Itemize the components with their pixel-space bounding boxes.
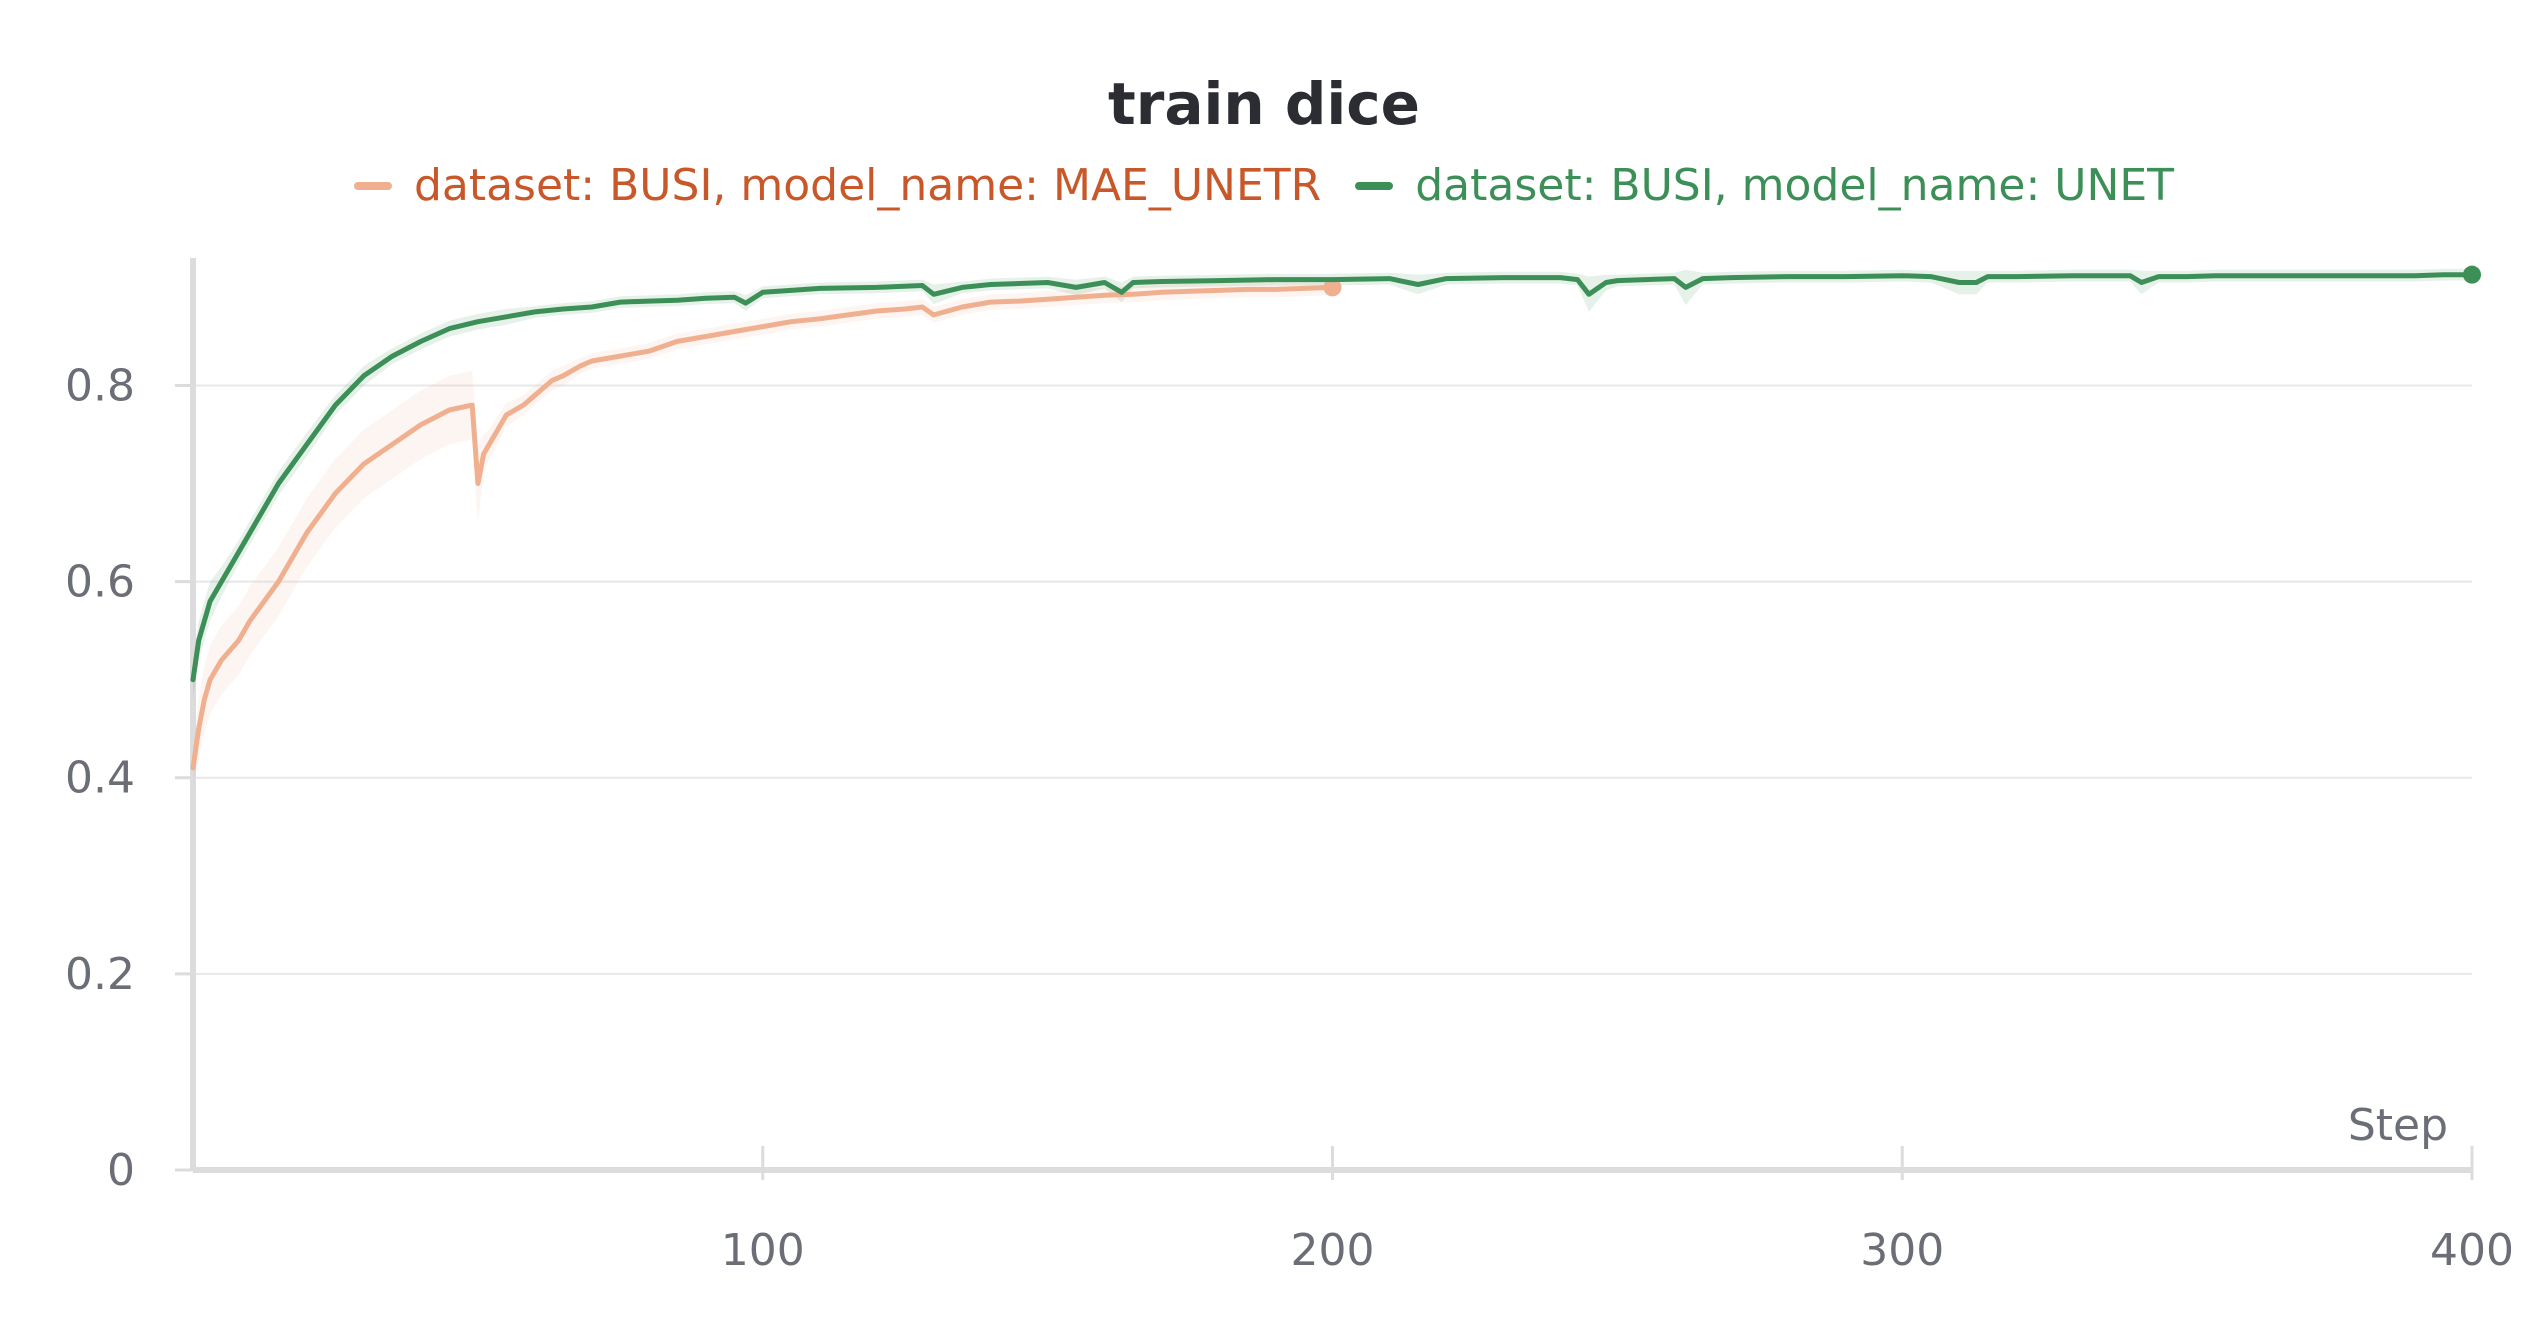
legend-swatch-unet: [1355, 181, 1394, 190]
series-endpoint-mae-unetr: [1323, 278, 1342, 297]
y-tick-label: 0.6: [65, 557, 135, 608]
y-tick-label: 0.2: [65, 949, 135, 1000]
legend-label-mae-unetr: dataset: BUSI, model_name: MAE_UNETR: [413, 160, 1322, 211]
y-tick-label: 0.4: [65, 753, 135, 804]
series-band-unet: [193, 268, 2472, 700]
y-tick-label: 0.8: [65, 360, 135, 411]
y-tick-label: 0: [107, 1145, 135, 1196]
legend-label-unet: dataset: BUSI, model_name: UNET: [1415, 160, 2175, 211]
legend-swatch-mae-unetr: [353, 181, 392, 190]
legend: dataset: BUSI, model_name: MAE_UNETR dat…: [0, 160, 2528, 211]
x-tick-label: 200: [1291, 1225, 1375, 1276]
series-line-unet: [190, 272, 2475, 683]
legend-item-unet[interactable]: dataset: BUSI, model_name: UNET: [1355, 160, 2174, 211]
series-band-mae-unetr: [193, 279, 1333, 788]
legend-item-mae-unetr[interactable]: dataset: BUSI, model_name: MAE_UNETR: [353, 160, 1322, 211]
x-tick-label: 300: [1860, 1225, 1944, 1276]
series-line-mae-unetr: [190, 284, 1335, 771]
series-endpoint-unet: [2463, 265, 2481, 284]
x-axis-label: Step: [2348, 1100, 2448, 1151]
x-tick-label: 400: [2430, 1225, 2514, 1276]
chart-title: train dice: [1108, 70, 1420, 138]
x-tick-label: 100: [721, 1225, 805, 1276]
